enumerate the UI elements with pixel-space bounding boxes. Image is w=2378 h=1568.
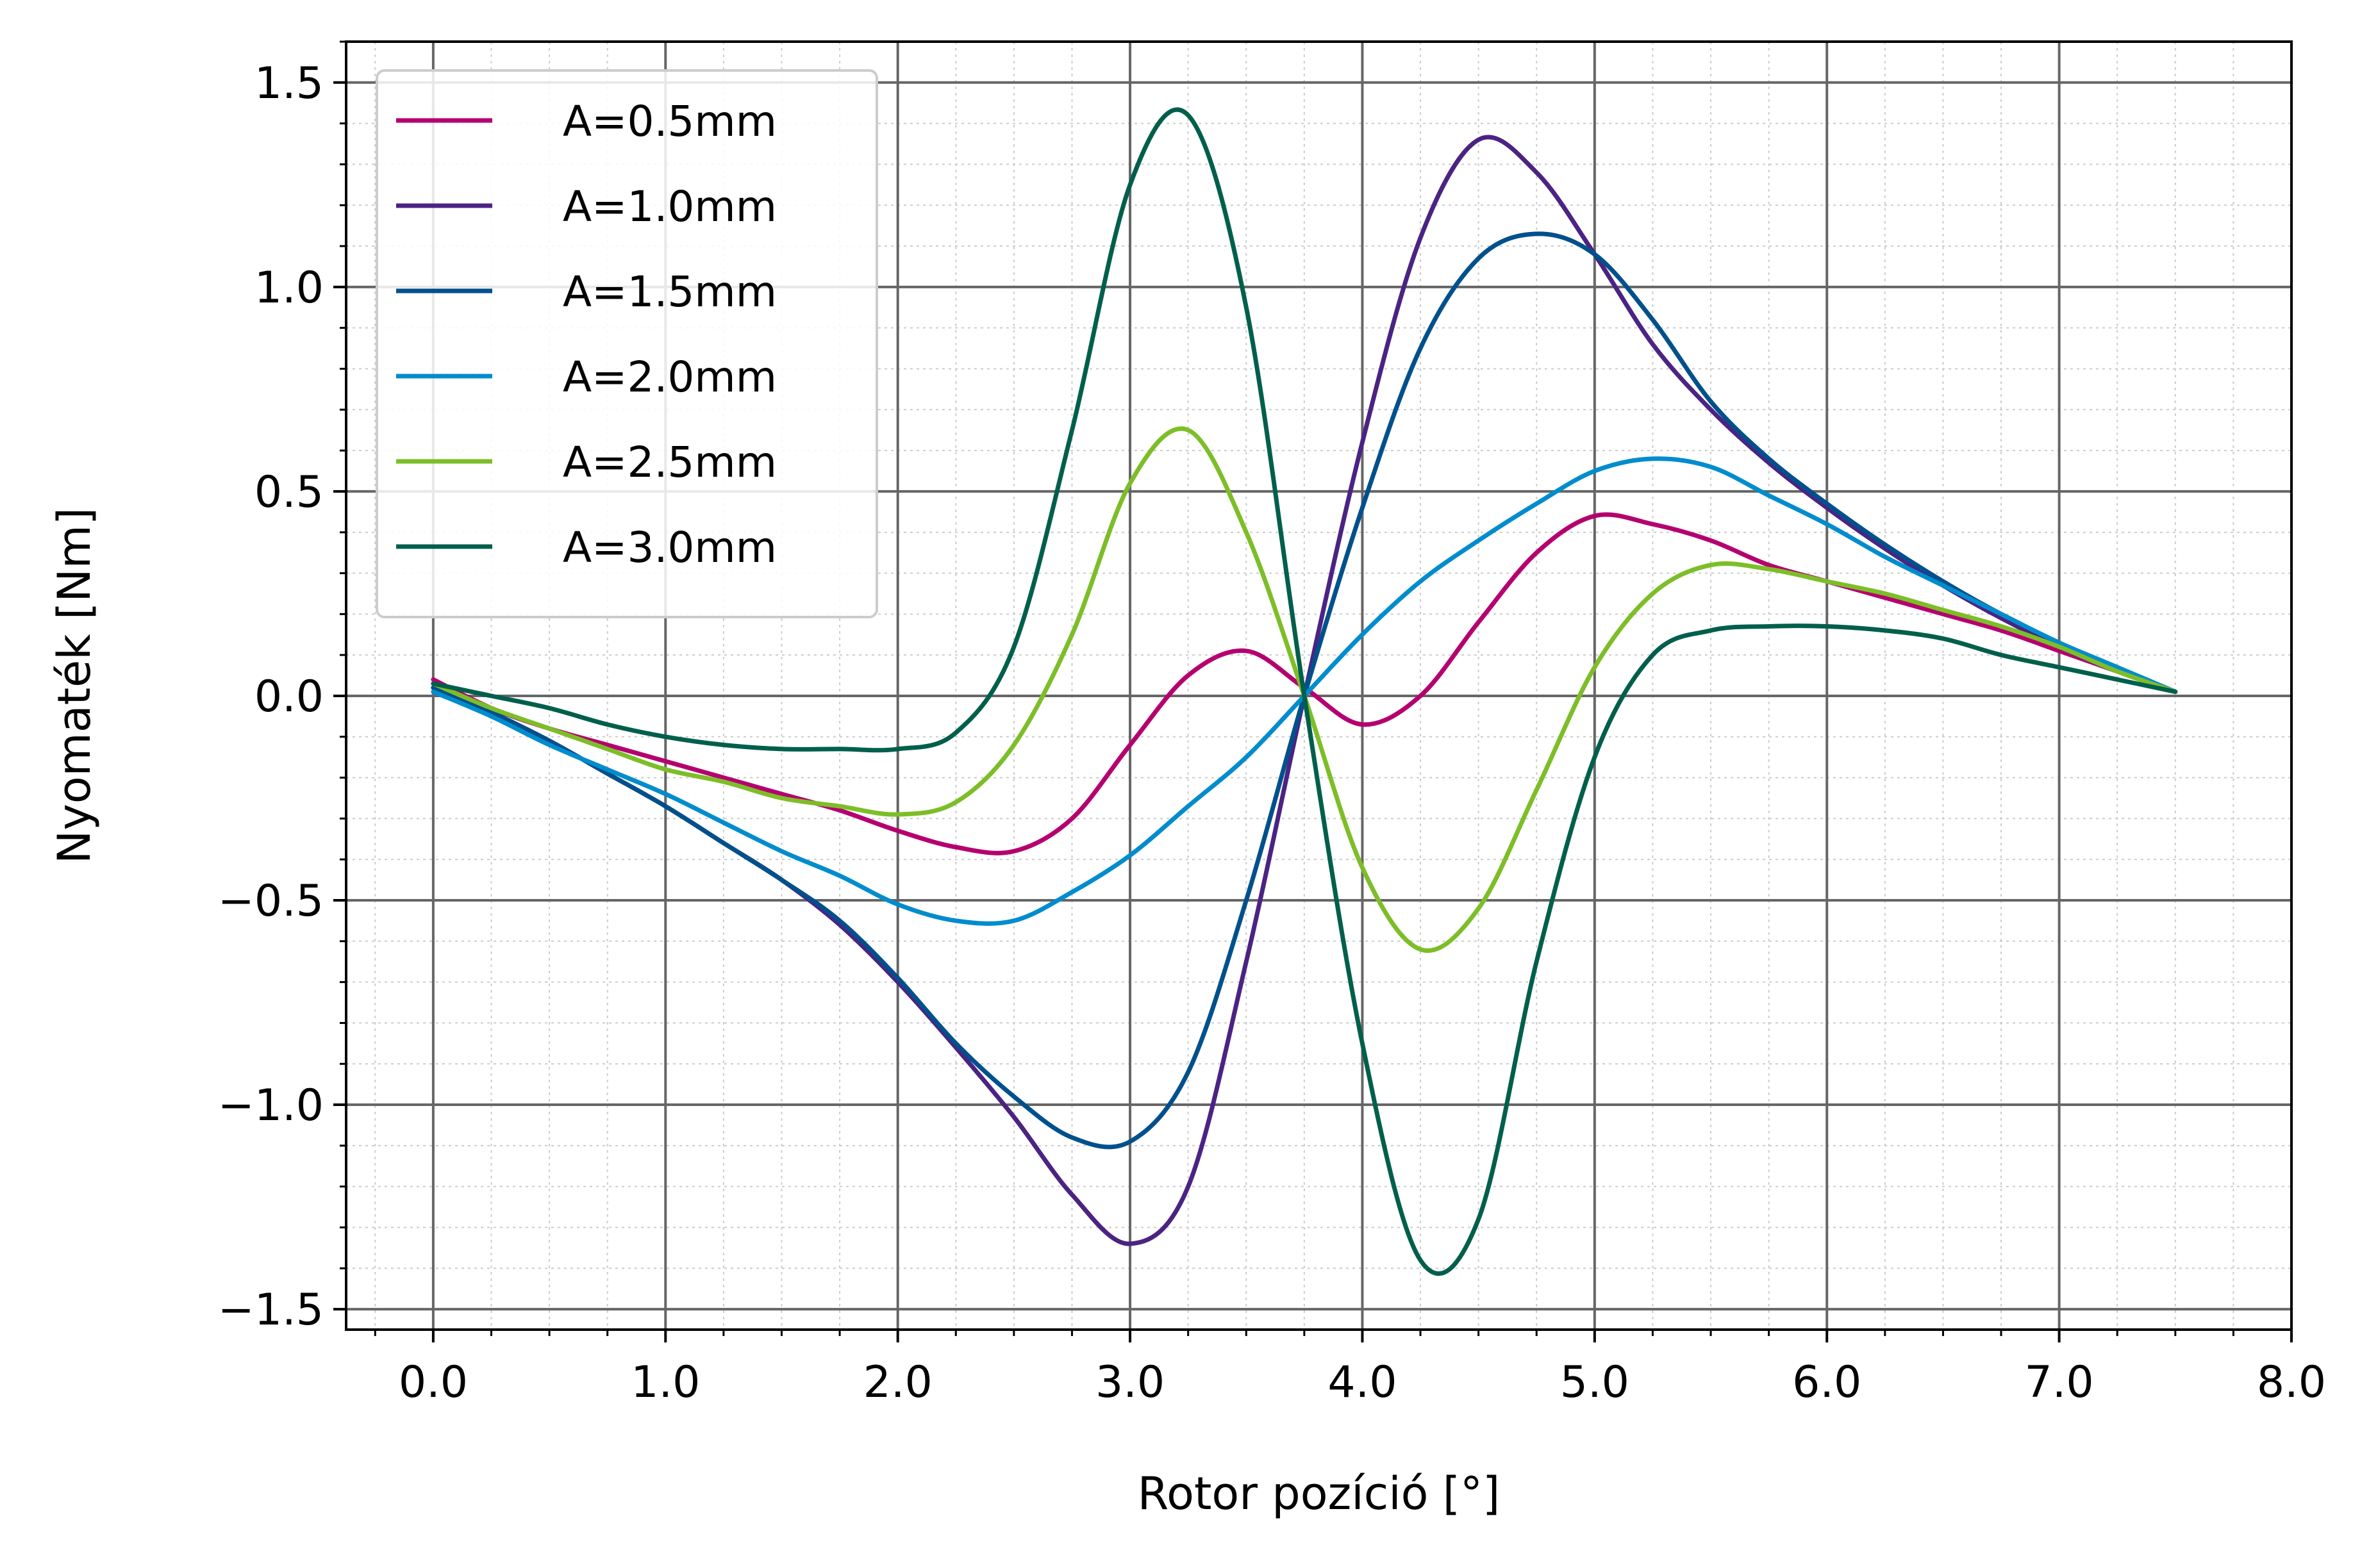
x-tick-label: 2.0 [863, 1357, 933, 1408]
x-tick-label: 7.0 [2025, 1357, 2094, 1408]
x-tick-label: 6.0 [1792, 1357, 1861, 1408]
legend-box [376, 69, 878, 618]
y-axis-label: Nyomaték [Nm] [48, 508, 101, 864]
plot-lines [431, 107, 2178, 1276]
legend: A=0.5mm A=1.0mm A=1.5mm A=2.0mm A=2.5mm A=3.0… [376, 69, 878, 618]
x-ticks: 0.0 1.0 2.0 3.0 4.0 5.0 6.0 7.0 8.0 [374, 1330, 2326, 1408]
y-tick-label: 0.5 [254, 467, 324, 518]
series-line-6 [431, 107, 2178, 1276]
x-tick-label: 1.0 [631, 1357, 700, 1408]
legend-label: A=3.0mm [563, 523, 777, 572]
x-tick-label: 5.0 [1560, 1357, 1629, 1408]
x-tick-label: 3.0 [1095, 1357, 1165, 1408]
y-ticks: −1.5 −1.0 −0.5 0.0 0.5 1.0 1.5 [218, 40, 346, 1335]
legend-label: A=1.5mm [563, 267, 777, 317]
legend-label: A=1.0mm [563, 182, 777, 231]
y-tick-label: 0.0 [254, 672, 324, 722]
y-tick-label: −0.5 [218, 876, 324, 927]
x-tick-label: 0.0 [399, 1357, 468, 1408]
legend-label: A=0.5mm [563, 97, 777, 146]
series-line-4 [431, 456, 2178, 926]
y-tick-label: −1.5 [218, 1285, 324, 1335]
y-tick-label: −1.0 [218, 1080, 324, 1131]
x-tick-label: 4.0 [1327, 1357, 1397, 1408]
y-tick-label: 1.0 [254, 263, 324, 313]
plot-frame [345, 40, 2293, 1331]
x-tick-label: 8.0 [2257, 1357, 2326, 1408]
y-tick-label: 1.5 [254, 58, 324, 109]
x-axis-label: Rotor pozíció [°] [1138, 1467, 1501, 1520]
legend-label: A=2.0mm [563, 352, 777, 402]
legend-label: A=2.5mm [563, 438, 777, 487]
